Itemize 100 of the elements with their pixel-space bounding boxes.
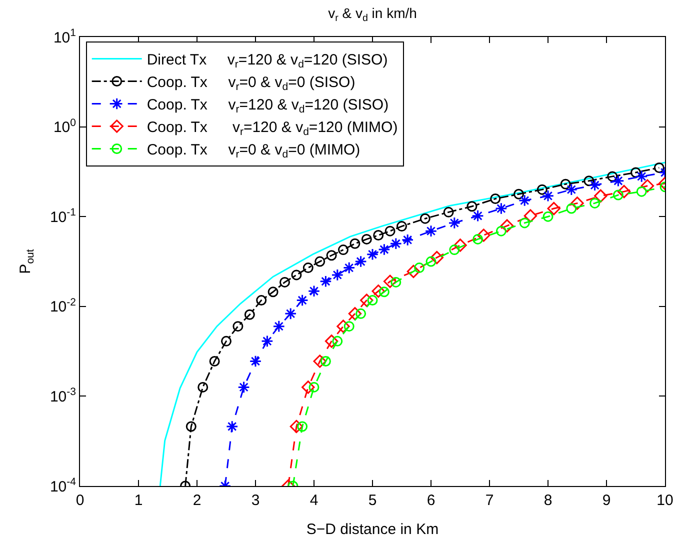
point	[344, 321, 354, 332]
point	[354, 255, 367, 268]
point	[594, 189, 608, 203]
point	[332, 336, 343, 346]
point	[449, 244, 460, 256]
point	[209, 356, 220, 366]
point	[565, 183, 578, 196]
point	[566, 203, 577, 214]
x-tick-label: 10	[656, 492, 674, 509]
point	[514, 188, 524, 200]
point	[238, 381, 250, 394]
point	[472, 234, 484, 244]
point	[406, 264, 420, 278]
point	[186, 421, 196, 432]
point	[640, 179, 654, 192]
point	[414, 262, 425, 274]
point	[612, 174, 624, 188]
point	[268, 286, 278, 298]
point	[496, 226, 506, 236]
point	[654, 162, 664, 173]
point	[314, 256, 326, 267]
point	[472, 210, 484, 222]
x-tick-label: 8	[544, 492, 552, 509]
point	[291, 270, 302, 280]
point	[350, 238, 360, 249]
legend-label: Coop. Tx v$_{r}$=0 & v$_{d}$=0 (SISO)	[146, 74, 356, 94]
y-tick-label: 10$^{-4}$	[50, 476, 76, 496]
point	[373, 230, 384, 240]
y-tick-label: 10$^{-3}$	[50, 386, 76, 406]
point	[477, 228, 490, 242]
point	[313, 354, 326, 368]
legend-label: Coop. Tx v$_{r}$=120 & v$_{d}$=120 (SISO)	[146, 96, 389, 116]
x-tick-label: 3	[251, 492, 260, 509]
point	[324, 334, 338, 348]
x-tick-label: 9	[602, 492, 611, 509]
x-tick-label: 1	[134, 492, 143, 509]
point	[338, 244, 348, 256]
point	[547, 202, 560, 216]
y-tick-label: 10$^{1}$	[53, 26, 76, 46]
y-tick-label: 10$^{-1}$	[50, 206, 76, 226]
point	[261, 335, 274, 348]
point	[612, 190, 624, 200]
y-tick-label: 10$^{0}$	[53, 116, 76, 136]
point	[356, 308, 366, 319]
point	[570, 196, 584, 210]
point	[635, 170, 648, 183]
point	[584, 176, 594, 186]
point	[401, 234, 414, 246]
x-tick-label: 7	[485, 492, 494, 509]
point	[542, 211, 554, 222]
point	[630, 167, 641, 178]
legend-label: Coop. Tx v$_{r}$=120 & v$_{d}$=120 (MIMO)	[146, 119, 398, 138]
point	[617, 184, 631, 198]
point	[232, 321, 244, 332]
point	[426, 256, 436, 267]
x-tick-label: 5	[368, 492, 377, 509]
point	[360, 294, 374, 307]
point	[519, 218, 530, 228]
legend-label: Coop. Tx v$_{r}$=0 & v$_{d}$=0 (MIMO)	[146, 142, 360, 161]
point	[290, 420, 304, 434]
point	[244, 309, 255, 320]
point	[342, 262, 356, 274]
point	[378, 243, 390, 256]
x-tick-label: 4	[310, 492, 318, 509]
point	[272, 320, 286, 332]
point	[336, 320, 350, 333]
point	[198, 382, 208, 392]
point	[390, 237, 402, 250]
point	[372, 284, 385, 298]
point	[284, 308, 297, 320]
point	[331, 268, 344, 282]
point	[390, 276, 402, 288]
point	[361, 234, 372, 244]
point	[326, 250, 337, 261]
point	[524, 209, 538, 222]
point	[495, 202, 508, 215]
chart-title: v$_{r}$ & v$_{d}$ in km/h	[328, 5, 417, 24]
point	[500, 219, 514, 232]
point	[296, 294, 308, 306]
point	[424, 224, 438, 238]
point	[297, 421, 308, 432]
point	[560, 178, 571, 190]
point	[302, 262, 314, 274]
point	[466, 201, 478, 212]
point	[542, 190, 554, 202]
point	[590, 198, 600, 208]
point	[226, 420, 238, 433]
point	[280, 276, 290, 288]
point	[448, 216, 461, 230]
x-axis-title: S−D distance in Km	[306, 521, 439, 538]
y-tick-label: 10$^{-2}$	[50, 296, 76, 316]
x-tick-label: 6	[426, 492, 436, 509]
x-tick-label: 0	[76, 492, 84, 509]
point	[348, 307, 362, 320]
point	[366, 248, 379, 260]
point	[588, 179, 601, 192]
point	[607, 171, 618, 182]
point	[443, 206, 454, 218]
point	[308, 284, 320, 298]
point	[536, 184, 548, 195]
